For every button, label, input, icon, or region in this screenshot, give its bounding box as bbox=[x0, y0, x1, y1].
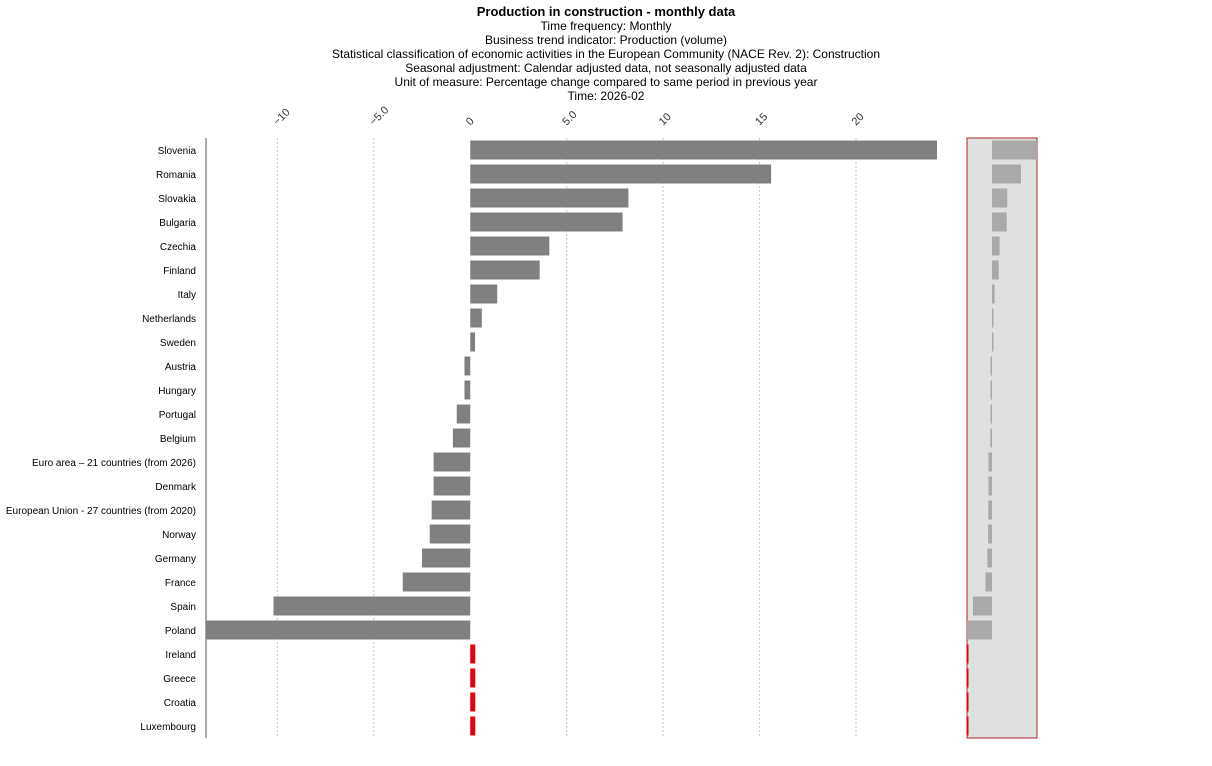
bar bbox=[433, 452, 471, 472]
bar bbox=[470, 188, 629, 208]
x-tick-label: −10 bbox=[271, 106, 293, 128]
bar bbox=[433, 476, 471, 496]
category-label: Luxembourg bbox=[140, 722, 196, 733]
bar bbox=[452, 428, 471, 448]
category-label: Slovenia bbox=[158, 146, 197, 157]
bar bbox=[429, 524, 471, 544]
overview-bar bbox=[992, 188, 1008, 208]
category-label: Ireland bbox=[165, 650, 196, 661]
overview-bar bbox=[990, 380, 992, 400]
bar bbox=[273, 596, 471, 616]
x-tick-label: 0 bbox=[464, 115, 477, 128]
overview-bar bbox=[992, 212, 1007, 232]
category-label: Greece bbox=[163, 674, 196, 685]
missing-value-bar bbox=[470, 716, 476, 736]
category-label: Netherlands bbox=[142, 314, 196, 325]
bar bbox=[464, 356, 471, 376]
x-tick-label: 5.0 bbox=[560, 109, 579, 128]
missing-value-bar bbox=[470, 644, 476, 664]
overview-selection-frame[interactable] bbox=[966, 137, 1038, 739]
category-label: Euro area – 21 countries (from 2026) bbox=[32, 458, 196, 469]
category-label: Portugal bbox=[159, 410, 196, 421]
subtitle-line: Business trend indicator: Production (vo… bbox=[484, 33, 728, 47]
bar bbox=[470, 284, 498, 304]
x-tick-label: −5.0 bbox=[367, 104, 391, 128]
category-label: France bbox=[165, 578, 197, 589]
overview-bar bbox=[992, 236, 1000, 256]
overview-missing-bar bbox=[967, 668, 969, 688]
bar bbox=[470, 260, 540, 280]
x-tick-label: 15 bbox=[753, 111, 770, 128]
overview-bar bbox=[987, 548, 992, 568]
bar bbox=[470, 332, 476, 352]
bar bbox=[402, 572, 471, 592]
bar bbox=[431, 500, 471, 520]
category-label: Italy bbox=[178, 290, 196, 301]
x-axis-ticks: −10 −5.0 0 5.0 10 15 20 bbox=[271, 104, 867, 128]
chart-titles: Production in construction - monthly dat… bbox=[0, 4, 1212, 103]
overview-bar bbox=[992, 260, 999, 280]
bar bbox=[470, 212, 623, 232]
category-label: Denmark bbox=[155, 482, 197, 493]
overview-bar bbox=[990, 428, 992, 448]
category-label: Romania bbox=[156, 170, 196, 181]
overview-bar bbox=[992, 332, 994, 352]
category-label: Belgium bbox=[160, 434, 196, 445]
category-label: Sweden bbox=[160, 338, 196, 349]
category-label: Poland bbox=[165, 626, 196, 637]
bar bbox=[470, 236, 550, 256]
subtitle-line: Time frequency: Monthly bbox=[540, 19, 672, 33]
overview-bar bbox=[988, 476, 992, 496]
overview-missing-bar bbox=[967, 692, 969, 712]
category-label: Spain bbox=[170, 602, 196, 613]
category-label: Germany bbox=[155, 554, 196, 565]
overview-bar bbox=[992, 164, 1022, 184]
category-label: Croatia bbox=[164, 698, 197, 709]
bar bbox=[456, 404, 471, 424]
overview-missing-bar bbox=[967, 644, 969, 664]
bar bbox=[206, 620, 471, 640]
chart-title: Production in construction - monthly dat… bbox=[476, 4, 736, 19]
overview-bar bbox=[988, 452, 992, 472]
subtitle-line: Time: 2026-02 bbox=[567, 89, 645, 103]
category-label: Finland bbox=[163, 266, 196, 277]
missing-value-bar bbox=[470, 692, 476, 712]
x-tick-label: 10 bbox=[657, 111, 674, 128]
category-label: Hungary bbox=[158, 386, 196, 397]
overview-bar bbox=[985, 572, 992, 592]
overview-bar bbox=[992, 308, 994, 328]
bar bbox=[470, 308, 482, 328]
category-label: Bulgaria bbox=[159, 218, 196, 229]
subtitle-line: Statistical classification of economic a… bbox=[332, 47, 880, 61]
overview-bar bbox=[992, 284, 995, 304]
overview-bar bbox=[973, 596, 992, 616]
subtitle-line: Seasonal adjustment: Calendar adjusted d… bbox=[405, 61, 807, 75]
overview-bar bbox=[988, 524, 992, 544]
bar bbox=[422, 548, 471, 568]
bar bbox=[470, 140, 937, 160]
x-tick-label: 20 bbox=[850, 111, 867, 128]
overview-bar bbox=[990, 356, 992, 376]
category-label: Norway bbox=[162, 530, 196, 541]
category-label: European Union - 27 countries (from 2020… bbox=[6, 506, 196, 517]
category-label: Slovakia bbox=[158, 194, 196, 205]
subtitle-line: Unit of measure: Percentage change compa… bbox=[394, 75, 818, 89]
overview-bar bbox=[990, 404, 992, 424]
overview-navigator[interactable] bbox=[966, 137, 1038, 739]
category-label: Austria bbox=[165, 362, 197, 373]
bar bbox=[464, 380, 471, 400]
bars bbox=[206, 140, 937, 736]
overview-missing-bar bbox=[967, 716, 969, 736]
missing-value-bar bbox=[470, 668, 476, 688]
category-labels: Slovenia Romania Slovakia Bulgaria Czechia Fi… bbox=[6, 146, 197, 733]
category-label: Czechia bbox=[160, 242, 197, 253]
bar bbox=[470, 164, 772, 184]
overview-bar bbox=[988, 500, 992, 520]
overview-bar bbox=[992, 140, 1037, 160]
overview-bar bbox=[967, 620, 992, 640]
